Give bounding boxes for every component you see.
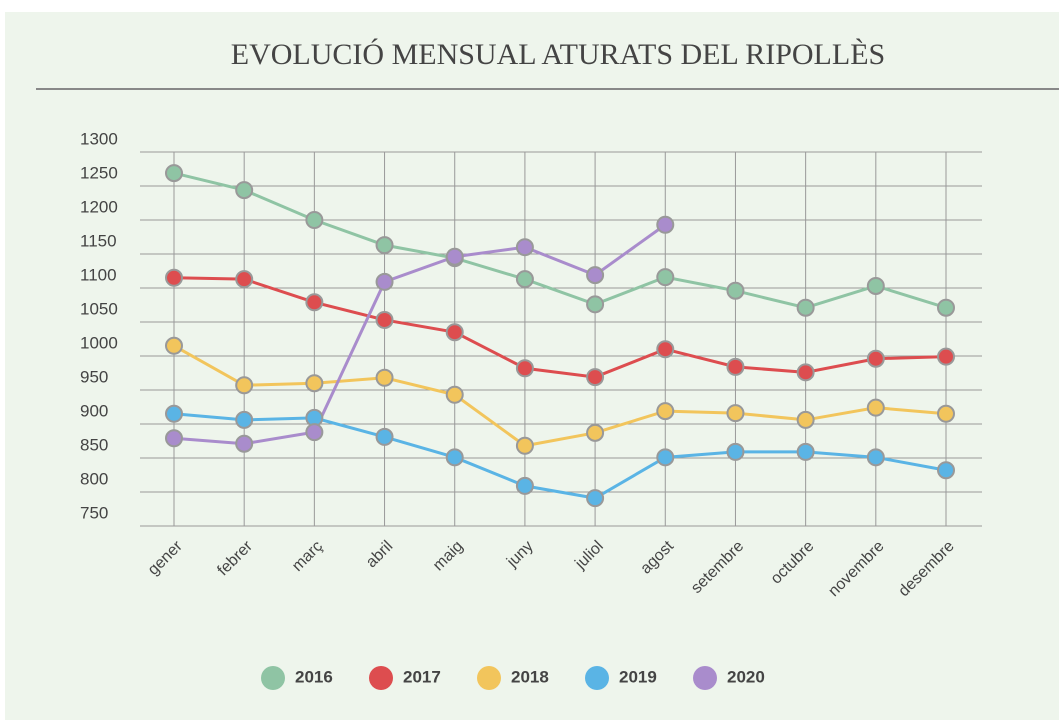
legend-label: 2020 <box>727 667 765 686</box>
y-tick-label: 1000 <box>80 333 118 352</box>
point <box>305 211 324 229</box>
point <box>235 270 254 289</box>
point <box>937 347 955 366</box>
legend-swatch <box>261 666 285 690</box>
point <box>375 368 394 387</box>
point <box>796 298 815 317</box>
legend-swatch <box>369 666 393 690</box>
point <box>866 448 885 467</box>
point <box>796 442 815 461</box>
legend-label: 2017 <box>403 667 441 686</box>
y-tick-label: 1300 <box>80 129 118 148</box>
legend-label: 2019 <box>619 667 657 686</box>
series-line <box>173 412 947 500</box>
point <box>726 281 745 300</box>
point <box>165 336 183 355</box>
point <box>656 402 675 421</box>
series-line <box>173 223 667 446</box>
point <box>375 236 394 255</box>
point <box>726 404 745 423</box>
series-line <box>173 276 947 379</box>
y-tick-label: 950 <box>80 367 108 386</box>
legend-label: 2018 <box>511 667 549 686</box>
point <box>586 423 605 442</box>
point <box>165 404 183 423</box>
y-tick-label: 800 <box>80 469 108 488</box>
point <box>165 164 183 183</box>
chart-title: EVOLUCIÓ MENSUAL ATURATS DEL RIPOLLÈS <box>231 38 885 71</box>
point <box>866 398 885 417</box>
y-tick-label: 750 <box>80 503 108 522</box>
series-line <box>173 344 947 448</box>
legend-swatch <box>693 666 717 690</box>
point <box>937 461 955 480</box>
point <box>235 376 254 395</box>
point <box>656 448 675 467</box>
y-tick-label: 1200 <box>80 197 118 216</box>
y-tick-label: 1150 <box>80 231 117 250</box>
point <box>235 410 254 429</box>
point <box>305 293 324 312</box>
point <box>866 276 885 295</box>
y-tick-label: 900 <box>80 401 108 420</box>
point <box>515 359 534 378</box>
point <box>796 363 815 382</box>
point <box>235 434 254 453</box>
point <box>445 247 464 266</box>
point <box>305 423 324 442</box>
point <box>937 298 955 317</box>
point <box>726 442 745 461</box>
point <box>586 489 605 508</box>
y-tick-label: 850 <box>80 435 108 454</box>
y-tick-label: 1100 <box>80 265 117 284</box>
point <box>586 295 605 314</box>
point <box>165 429 183 448</box>
point <box>796 410 815 429</box>
point <box>515 476 534 495</box>
point <box>375 310 394 329</box>
point <box>375 272 394 291</box>
point <box>235 181 254 200</box>
point <box>656 215 675 234</box>
legend-swatch <box>477 666 501 690</box>
point <box>726 357 745 376</box>
point <box>445 448 464 467</box>
legend-label: 2016 <box>295 667 333 686</box>
point <box>515 238 534 257</box>
point <box>445 323 464 342</box>
point <box>937 404 955 423</box>
point <box>656 340 675 359</box>
point <box>515 436 534 455</box>
legend-swatch <box>585 666 609 690</box>
point <box>305 374 324 393</box>
point <box>586 266 605 285</box>
point <box>586 368 605 387</box>
point <box>866 349 885 368</box>
y-tick-label: 1250 <box>80 163 118 182</box>
point <box>515 270 534 289</box>
y-tick-label: 1050 <box>80 299 118 318</box>
point <box>656 268 675 287</box>
point <box>445 385 464 404</box>
point <box>165 268 183 287</box>
series-line <box>173 171 947 310</box>
point <box>375 427 394 446</box>
